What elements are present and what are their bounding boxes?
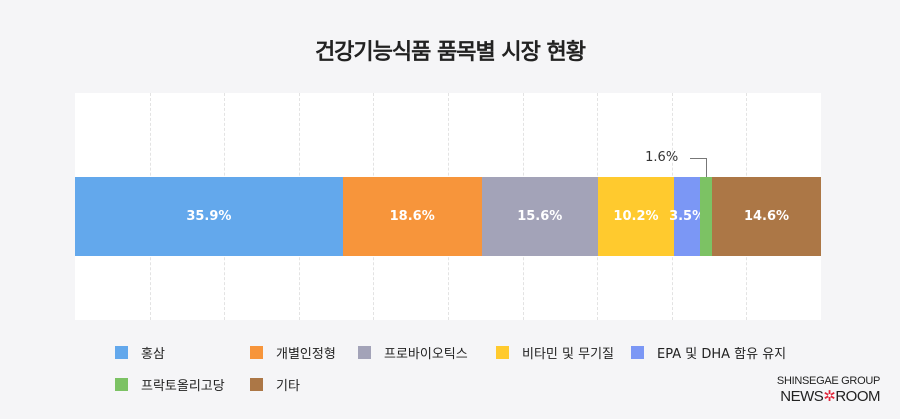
bar-segment: 3.5%: [669, 177, 705, 256]
legend-label: 프락토올리고당: [141, 379, 225, 394]
data-label: 10.2%: [613, 209, 659, 224]
callout-line: [690, 158, 708, 177]
legend-label: EPA 및 DHA 함유 유지: [657, 347, 787, 362]
data-label: 3.5%: [669, 209, 706, 224]
data-label: 35.9%: [186, 209, 232, 224]
legend-item: EPA 및 DHA 함유 유지: [631, 343, 786, 362]
flower-icon: ✲: [823, 388, 836, 405]
brand-logo: SHINSEGAE GROUP NEWS✲ROOM: [776, 375, 881, 405]
legend-item: 개별인정형: [250, 343, 336, 362]
data-label: 15.6%: [517, 209, 563, 224]
data-label: 18.6%: [389, 209, 435, 224]
data-label: 1.6%: [645, 150, 679, 165]
legend-label: 프로바이오틱스: [384, 347, 468, 362]
legend-swatch: [250, 378, 263, 391]
legend-swatch: [358, 346, 371, 359]
bar-segment: 14.6%: [712, 177, 821, 256]
bar-segment: 35.9%: [75, 177, 343, 256]
legend-label: 기타: [276, 379, 300, 394]
legend-item: 비타민 및 무기질: [496, 343, 614, 362]
legend-label: 개별인정형: [276, 347, 336, 362]
legend-swatch: [250, 346, 263, 359]
bar-segment: 10.2%: [597, 177, 675, 256]
bar-segment: [700, 177, 713, 256]
legend-item: 프락토올리고당: [115, 375, 225, 394]
bar-segment: 18.6%: [342, 177, 482, 256]
brand-group: SHINSEGAE GROUP: [776, 375, 880, 387]
legend-swatch: [115, 346, 128, 359]
brand-news: NEWS: [780, 388, 824, 405]
legend-label: 비타민 및 무기질: [522, 347, 614, 362]
brand-room: ROOM: [835, 388, 880, 405]
plot-area: 35.9% 18.6% 15.6% 10.2% 3.5% 1.6% 14.6%: [75, 93, 821, 320]
data-label: 14.6%: [743, 209, 790, 224]
chart-title: 건강기능식품 품목별 시장 현황: [314, 40, 586, 65]
legend-item: 프로바이오틱스: [358, 343, 468, 362]
legend-swatch: [115, 378, 128, 391]
legend-label: 홍삼: [141, 347, 165, 362]
legend-swatch: [631, 346, 644, 359]
legend-swatch: [496, 346, 509, 359]
legend-item: 홍삼: [115, 343, 165, 362]
bar-segment: 15.6%: [481, 177, 598, 256]
legend-item: 기타: [250, 375, 300, 394]
